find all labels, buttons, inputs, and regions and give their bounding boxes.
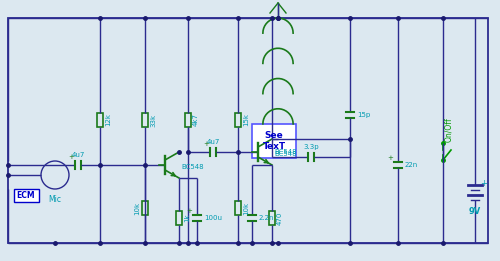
FancyBboxPatch shape: [14, 188, 38, 201]
FancyBboxPatch shape: [252, 124, 296, 158]
Bar: [269, 211, 275, 225]
Text: 9V: 9V: [469, 207, 481, 216]
Bar: [176, 211, 182, 225]
Text: +: +: [68, 154, 74, 160]
Text: BC548: BC548: [274, 151, 296, 157]
Text: BC548: BC548: [274, 149, 296, 155]
Text: 2.2n: 2.2n: [259, 215, 274, 221]
Text: 3.3p: 3.3p: [303, 144, 319, 150]
Text: 1k: 1k: [184, 214, 190, 222]
Bar: [235, 201, 241, 215]
Text: 15p: 15p: [357, 112, 370, 118]
Bar: [97, 113, 103, 127]
Text: 15k: 15k: [243, 114, 249, 127]
Text: 4u7: 4u7: [72, 152, 85, 158]
Text: Mic: Mic: [48, 195, 62, 204]
Text: 12k: 12k: [105, 114, 111, 127]
Text: 22n: 22n: [405, 162, 418, 168]
Text: BC548: BC548: [181, 164, 204, 170]
Text: See
TexT: See TexT: [262, 131, 285, 151]
Bar: [142, 113, 148, 127]
Text: +: +: [186, 208, 192, 214]
Text: 33k: 33k: [150, 114, 156, 127]
Text: +: +: [480, 179, 487, 187]
Text: On/Off: On/Off: [444, 118, 454, 142]
Bar: [142, 201, 148, 215]
Bar: [185, 113, 191, 127]
Text: 4u7: 4u7: [206, 139, 220, 145]
Text: +: +: [387, 155, 393, 161]
Text: +: +: [203, 141, 209, 147]
Text: 10k: 10k: [134, 201, 140, 215]
Bar: [8, 18, 488, 243]
Text: 10k: 10k: [243, 201, 249, 215]
Text: 470: 470: [277, 211, 283, 225]
Bar: [235, 113, 241, 127]
Text: 100u: 100u: [204, 215, 222, 221]
Text: ECM: ECM: [16, 191, 36, 199]
Text: 4k7: 4k7: [193, 114, 199, 127]
